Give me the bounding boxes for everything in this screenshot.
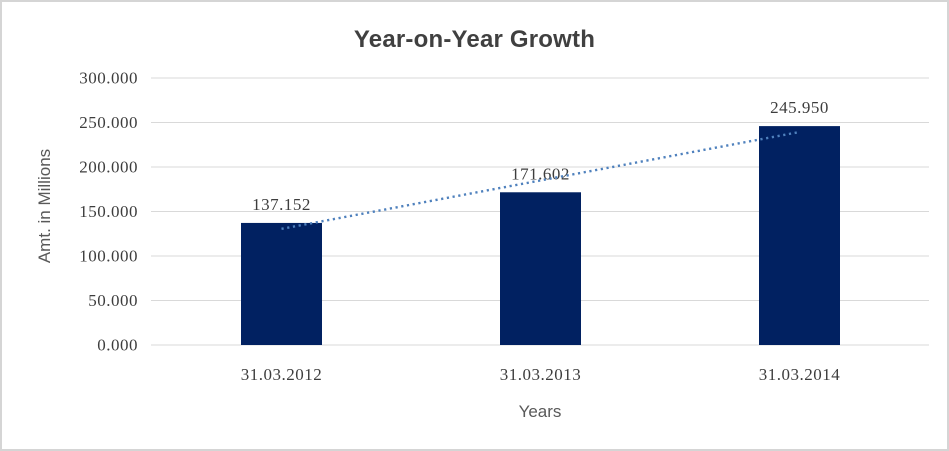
bar <box>241 222 322 345</box>
x-axis-title: Years <box>518 402 562 421</box>
x-tick-label: 31.03.2014 <box>759 365 841 384</box>
y-tick-label: 200.000 <box>79 158 138 177</box>
bar <box>759 126 840 346</box>
y-tick-label: 300.000 <box>79 69 138 88</box>
chart-title: Year-on-Year Growth <box>353 26 596 53</box>
y-axis-title: Amt. in Millions <box>35 148 54 264</box>
bar-data-label: 245.950 <box>770 98 829 117</box>
x-tick-label: 31.03.2013 <box>500 365 582 384</box>
trendline <box>281 130 800 231</box>
y-tick-label: 0.000 <box>97 336 138 355</box>
y-tick-label: 250.000 <box>79 113 138 132</box>
bar-data-label: 137.152 <box>252 195 311 214</box>
x-tick-label: 31.03.2012 <box>241 365 323 384</box>
y-tick-label: 150.000 <box>79 202 138 221</box>
y-tick-label: 50.000 <box>88 291 138 310</box>
y-tick-label: 100.000 <box>79 247 138 266</box>
bar-data-label: 171.602 <box>511 164 570 183</box>
bar <box>500 192 581 345</box>
